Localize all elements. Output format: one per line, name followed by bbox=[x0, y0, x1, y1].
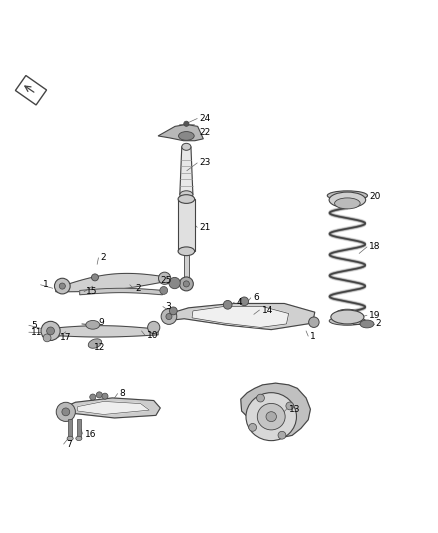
Text: 7: 7 bbox=[66, 440, 71, 449]
Polygon shape bbox=[241, 383, 311, 437]
Ellipse shape bbox=[360, 320, 374, 328]
Text: 1: 1 bbox=[43, 280, 49, 289]
Text: 22: 22 bbox=[199, 128, 211, 138]
Text: 2: 2 bbox=[135, 284, 141, 293]
Ellipse shape bbox=[178, 195, 194, 204]
Text: 8: 8 bbox=[120, 389, 126, 398]
Polygon shape bbox=[165, 303, 315, 329]
Text: 11: 11 bbox=[31, 328, 42, 337]
Polygon shape bbox=[43, 326, 158, 337]
Polygon shape bbox=[43, 326, 158, 337]
Ellipse shape bbox=[160, 287, 168, 294]
Polygon shape bbox=[56, 273, 169, 292]
Polygon shape bbox=[80, 288, 162, 295]
Text: 24: 24 bbox=[199, 114, 211, 123]
Polygon shape bbox=[180, 147, 193, 195]
Ellipse shape bbox=[257, 403, 285, 430]
Bar bbox=[178, 199, 194, 251]
Ellipse shape bbox=[92, 274, 99, 281]
Ellipse shape bbox=[184, 281, 189, 287]
Ellipse shape bbox=[278, 431, 286, 439]
Text: 23: 23 bbox=[199, 158, 211, 167]
Polygon shape bbox=[78, 401, 149, 415]
Ellipse shape bbox=[329, 192, 366, 208]
Text: 2: 2 bbox=[376, 319, 381, 328]
Text: 18: 18 bbox=[369, 243, 381, 252]
Ellipse shape bbox=[184, 121, 189, 126]
Text: 5: 5 bbox=[31, 321, 37, 330]
Ellipse shape bbox=[56, 402, 75, 422]
Ellipse shape bbox=[327, 191, 367, 200]
Text: 20: 20 bbox=[369, 192, 381, 201]
Polygon shape bbox=[15, 76, 46, 105]
Ellipse shape bbox=[249, 423, 257, 431]
Text: 2: 2 bbox=[101, 253, 106, 262]
Polygon shape bbox=[192, 306, 289, 327]
Ellipse shape bbox=[329, 317, 366, 325]
Ellipse shape bbox=[179, 132, 194, 140]
Ellipse shape bbox=[54, 278, 70, 294]
Ellipse shape bbox=[67, 436, 73, 441]
Ellipse shape bbox=[331, 310, 364, 324]
Polygon shape bbox=[56, 273, 169, 292]
Ellipse shape bbox=[96, 392, 102, 398]
Polygon shape bbox=[58, 398, 160, 418]
Bar bbox=[184, 171, 188, 284]
Text: 3: 3 bbox=[165, 302, 171, 311]
Text: 15: 15 bbox=[86, 287, 98, 296]
Text: 13: 13 bbox=[289, 405, 300, 414]
Ellipse shape bbox=[240, 297, 249, 305]
Text: 16: 16 bbox=[85, 430, 96, 439]
Ellipse shape bbox=[182, 143, 191, 150]
Ellipse shape bbox=[47, 327, 54, 335]
Ellipse shape bbox=[90, 394, 96, 400]
Text: 1: 1 bbox=[311, 332, 316, 341]
Text: 9: 9 bbox=[98, 318, 104, 327]
Ellipse shape bbox=[286, 402, 294, 410]
Ellipse shape bbox=[76, 436, 82, 441]
Ellipse shape bbox=[62, 408, 70, 416]
Text: 10: 10 bbox=[147, 331, 159, 340]
Text: 25: 25 bbox=[160, 277, 172, 285]
Ellipse shape bbox=[86, 320, 100, 329]
Ellipse shape bbox=[88, 339, 102, 348]
Polygon shape bbox=[180, 147, 193, 195]
Ellipse shape bbox=[336, 309, 359, 318]
Ellipse shape bbox=[161, 309, 177, 325]
Text: 21: 21 bbox=[199, 223, 211, 232]
Ellipse shape bbox=[159, 272, 171, 284]
Ellipse shape bbox=[223, 301, 232, 309]
Ellipse shape bbox=[102, 393, 108, 399]
Text: 14: 14 bbox=[261, 305, 273, 314]
Ellipse shape bbox=[180, 191, 193, 199]
Polygon shape bbox=[78, 401, 149, 415]
Ellipse shape bbox=[309, 317, 319, 327]
Ellipse shape bbox=[41, 321, 60, 341]
Ellipse shape bbox=[59, 283, 65, 289]
Text: 6: 6 bbox=[253, 293, 259, 302]
Ellipse shape bbox=[246, 393, 297, 441]
Polygon shape bbox=[158, 124, 203, 141]
Text: 12: 12 bbox=[94, 343, 105, 352]
Ellipse shape bbox=[169, 277, 180, 289]
Polygon shape bbox=[80, 288, 162, 295]
Ellipse shape bbox=[335, 198, 360, 209]
Ellipse shape bbox=[180, 277, 193, 291]
Polygon shape bbox=[241, 383, 311, 437]
Ellipse shape bbox=[148, 321, 160, 334]
Ellipse shape bbox=[170, 307, 177, 315]
Text: 19: 19 bbox=[369, 311, 381, 320]
Ellipse shape bbox=[257, 394, 265, 402]
Bar bbox=[68, 419, 72, 438]
Text: 4: 4 bbox=[237, 298, 242, 306]
Ellipse shape bbox=[43, 334, 51, 342]
Polygon shape bbox=[192, 306, 289, 327]
Bar bbox=[77, 419, 81, 438]
Polygon shape bbox=[165, 303, 315, 329]
Ellipse shape bbox=[166, 313, 172, 320]
Ellipse shape bbox=[178, 247, 194, 256]
Text: 17: 17 bbox=[60, 333, 72, 342]
Ellipse shape bbox=[266, 411, 276, 422]
Polygon shape bbox=[58, 398, 160, 418]
